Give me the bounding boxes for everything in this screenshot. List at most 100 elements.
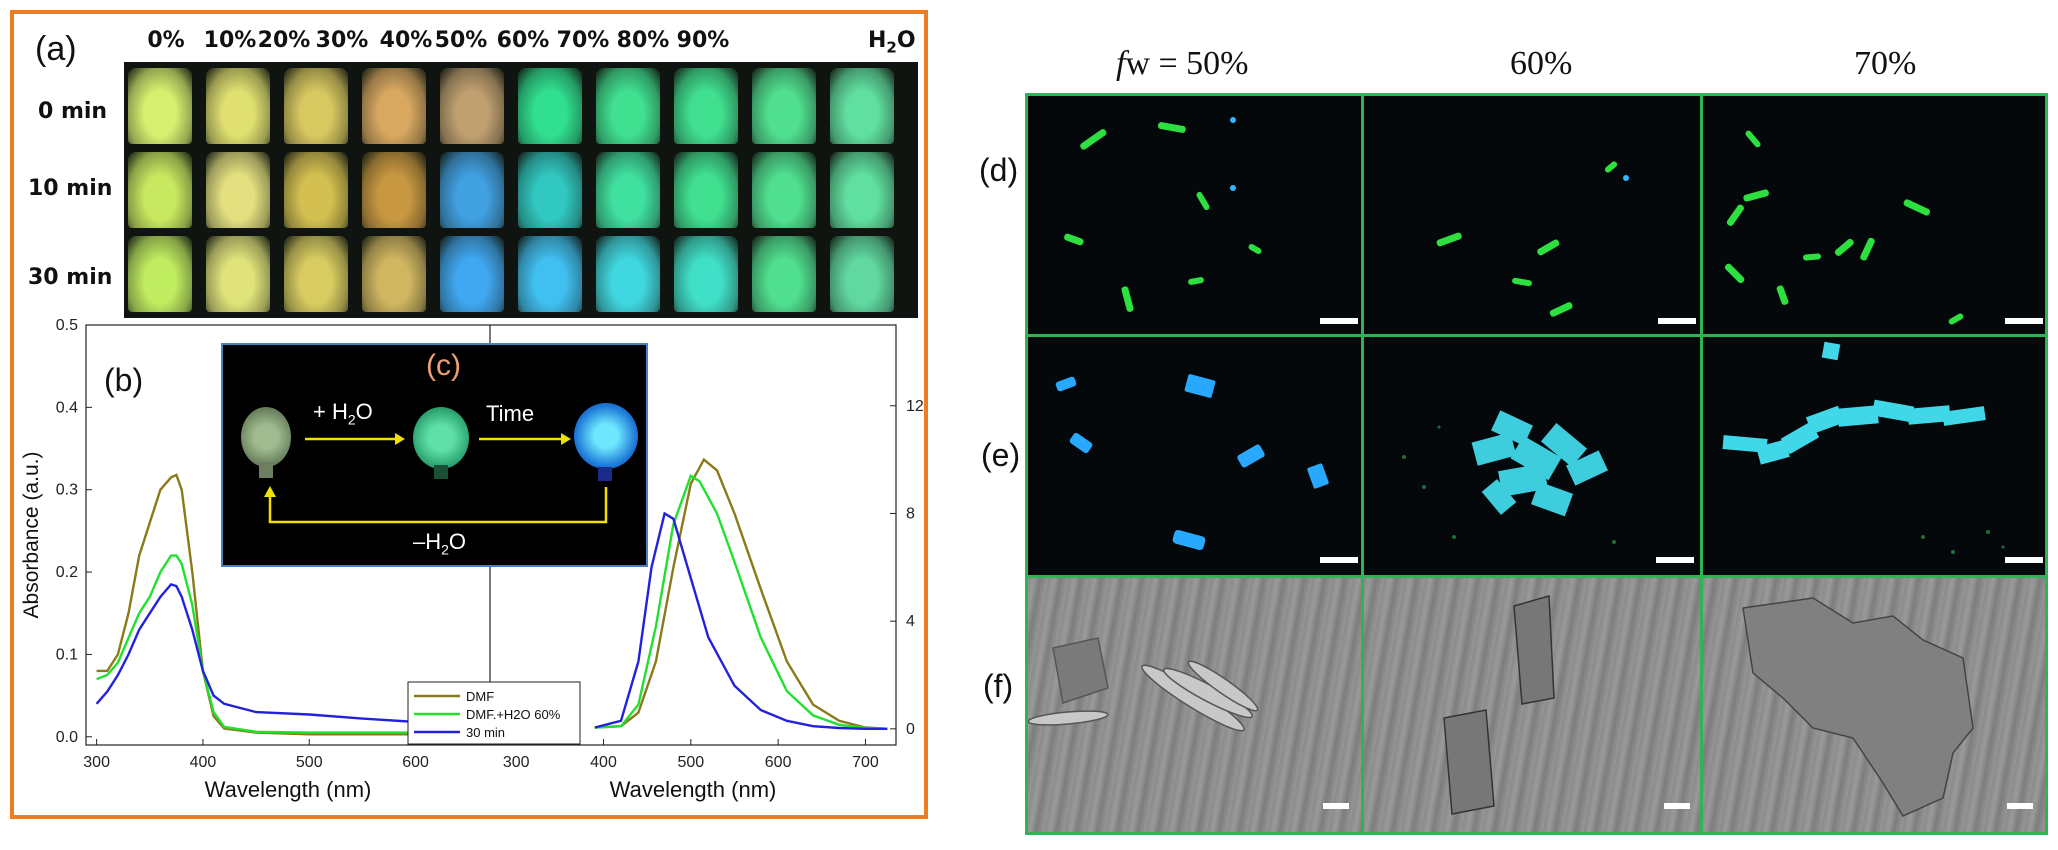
vials-photo <box>124 62 918 318</box>
col-title-fw50: fw = 50% <box>1116 45 1249 82</box>
right-xlabel: Wavelength (nm) <box>610 777 777 802</box>
micrograph-e-70 <box>1700 334 2048 578</box>
vial-col6-row1 <box>596 152 660 228</box>
panel-c-label: (c) <box>426 349 461 382</box>
inset-arrows <box>264 433 608 524</box>
left-ytick-label-0.0: 0.0 <box>56 729 78 746</box>
vial-col4-row0 <box>440 68 504 144</box>
row-label-d: (d) <box>979 152 1019 188</box>
right-ytick-label-8: 8 <box>906 505 915 522</box>
vial-col0-row2 <box>128 236 192 312</box>
cuvette-with-water <box>413 407 469 469</box>
vial-col8-row0 <box>752 68 816 144</box>
micrograph-d-70 <box>1700 93 2048 337</box>
column-header-10pct: 10% <box>203 28 257 53</box>
cuvette-after-time <box>574 403 638 469</box>
emission-line-0 <box>594 457 888 730</box>
spectra-chart: 0.0 0.1 0.2 0.3 0.4 0.5 300 400 500 600 300 400 500 6… <box>20 317 924 802</box>
vial-col3-row1 <box>362 152 426 228</box>
vial-col9-row0 <box>830 68 894 144</box>
row-label-0min: 0 min <box>38 99 108 124</box>
panel-b-label: (b) <box>104 362 144 398</box>
column-header-80pct: 80% <box>616 28 670 53</box>
vial-col4-row1 <box>440 152 504 228</box>
vial-col8-row2 <box>752 236 816 312</box>
scale-bar-e-50 <box>1320 557 1358 563</box>
micrograph-f-70 <box>1700 575 2048 835</box>
scale-bar-f-70 <box>2007 803 2033 809</box>
vial-col2-row1 <box>284 152 348 228</box>
column-header-50pct: 50% <box>434 28 488 53</box>
cuvette-stem-after-time <box>598 467 612 481</box>
vial-col0-row1 <box>128 152 192 228</box>
vial-col7-row1 <box>674 152 738 228</box>
left-ytick-label-0.1: 0.1 <box>56 646 78 663</box>
water-column-header: H2O <box>868 28 916 57</box>
scale-bar-f-50 <box>1323 803 1349 809</box>
right-ytick-label-12: 12 <box>906 398 924 415</box>
left-xlabel: Wavelength (nm) <box>205 777 372 802</box>
micrograph-f-50 <box>1025 575 1365 835</box>
time-label: Time <box>486 401 535 426</box>
left-ylabel: Absorbance (a.u.) <box>20 452 43 619</box>
absorption-line-2 <box>95 583 480 726</box>
emission-line-2 <box>594 511 888 730</box>
vial-col3-row2 <box>362 236 426 312</box>
micrograph-e-50 <box>1025 334 1365 578</box>
vial-col3-row0 <box>362 68 426 144</box>
left-xtick-label-500: 500 <box>296 754 323 771</box>
vial-col6-row0 <box>596 68 660 144</box>
legend-label-2: 30 min <box>466 725 505 740</box>
right-xtick-label-600: 600 <box>765 754 792 771</box>
right-xtick-label-300: 300 <box>503 754 530 771</box>
left-figure-frame <box>10 10 928 819</box>
right-xtick-label-500: 500 <box>677 754 704 771</box>
left-ytick-label-0.3: 0.3 <box>56 482 78 499</box>
vial-col7-row2 <box>674 236 738 312</box>
right-xtick-label-700: 700 <box>852 754 879 771</box>
column-header-20pct: 20% <box>257 28 311 53</box>
remove-water-label: –H2O <box>413 529 467 558</box>
right-ytick-label-4: 4 <box>906 613 915 630</box>
legend-label-0: DMF <box>466 689 494 704</box>
column-header-70pct: 70% <box>556 28 610 53</box>
row-label-e: (e) <box>981 437 1021 473</box>
add-water-label: + H2O <box>313 399 373 428</box>
row-label-10min: 10 min <box>28 176 113 201</box>
col-title-60: 60% <box>1510 45 1573 82</box>
scale-bar-e-70 <box>2005 557 2043 563</box>
cuvette-stem-initial <box>259 462 273 478</box>
column-header-30pct: 30% <box>315 28 369 53</box>
column-header-40pct: 40% <box>379 28 433 53</box>
left-xtick-label-600: 600 <box>402 754 429 771</box>
panel-c-inset: (c) + H2O Time –H2O <box>221 343 648 567</box>
vial-col2-row2 <box>284 236 348 312</box>
vial-col1-row0 <box>206 68 270 144</box>
left-xtick-label-400: 400 <box>190 754 217 771</box>
micrograph-e-60 <box>1361 334 1704 578</box>
vial-col9-row2 <box>830 236 894 312</box>
vial-col7-row0 <box>674 68 738 144</box>
absorption-line-1 <box>96 554 480 734</box>
micrograph-f-60 <box>1361 575 1704 835</box>
scale-bar-d-70 <box>2005 318 2043 324</box>
row-label-f: (f) <box>983 668 1014 704</box>
vial-col5-row1 <box>518 152 582 228</box>
vial-col2-row0 <box>284 68 348 144</box>
right-ytick-label-0: 0 <box>906 721 915 738</box>
emission-line-1 <box>594 473 888 730</box>
column-header-60pct: 60% <box>496 28 550 53</box>
col-title-70: 70% <box>1854 45 1917 82</box>
vial-col1-row1 <box>206 152 270 228</box>
left-ytick-label-0.2: 0.2 <box>56 564 78 581</box>
left-ytick-label-0.5: 0.5 <box>56 317 78 334</box>
vial-col9-row1 <box>830 152 894 228</box>
left-ytick-label-0.4: 0.4 <box>56 399 78 416</box>
left-xtick-label-300: 300 <box>83 754 110 771</box>
scale-bar-f-60 <box>1664 803 1690 809</box>
scale-bar-d-50 <box>1320 318 1358 324</box>
vial-col8-row1 <box>752 152 816 228</box>
cuvette-stem-with-water <box>434 465 448 479</box>
vial-col5-row0 <box>518 68 582 144</box>
cuvette-initial <box>241 407 291 467</box>
